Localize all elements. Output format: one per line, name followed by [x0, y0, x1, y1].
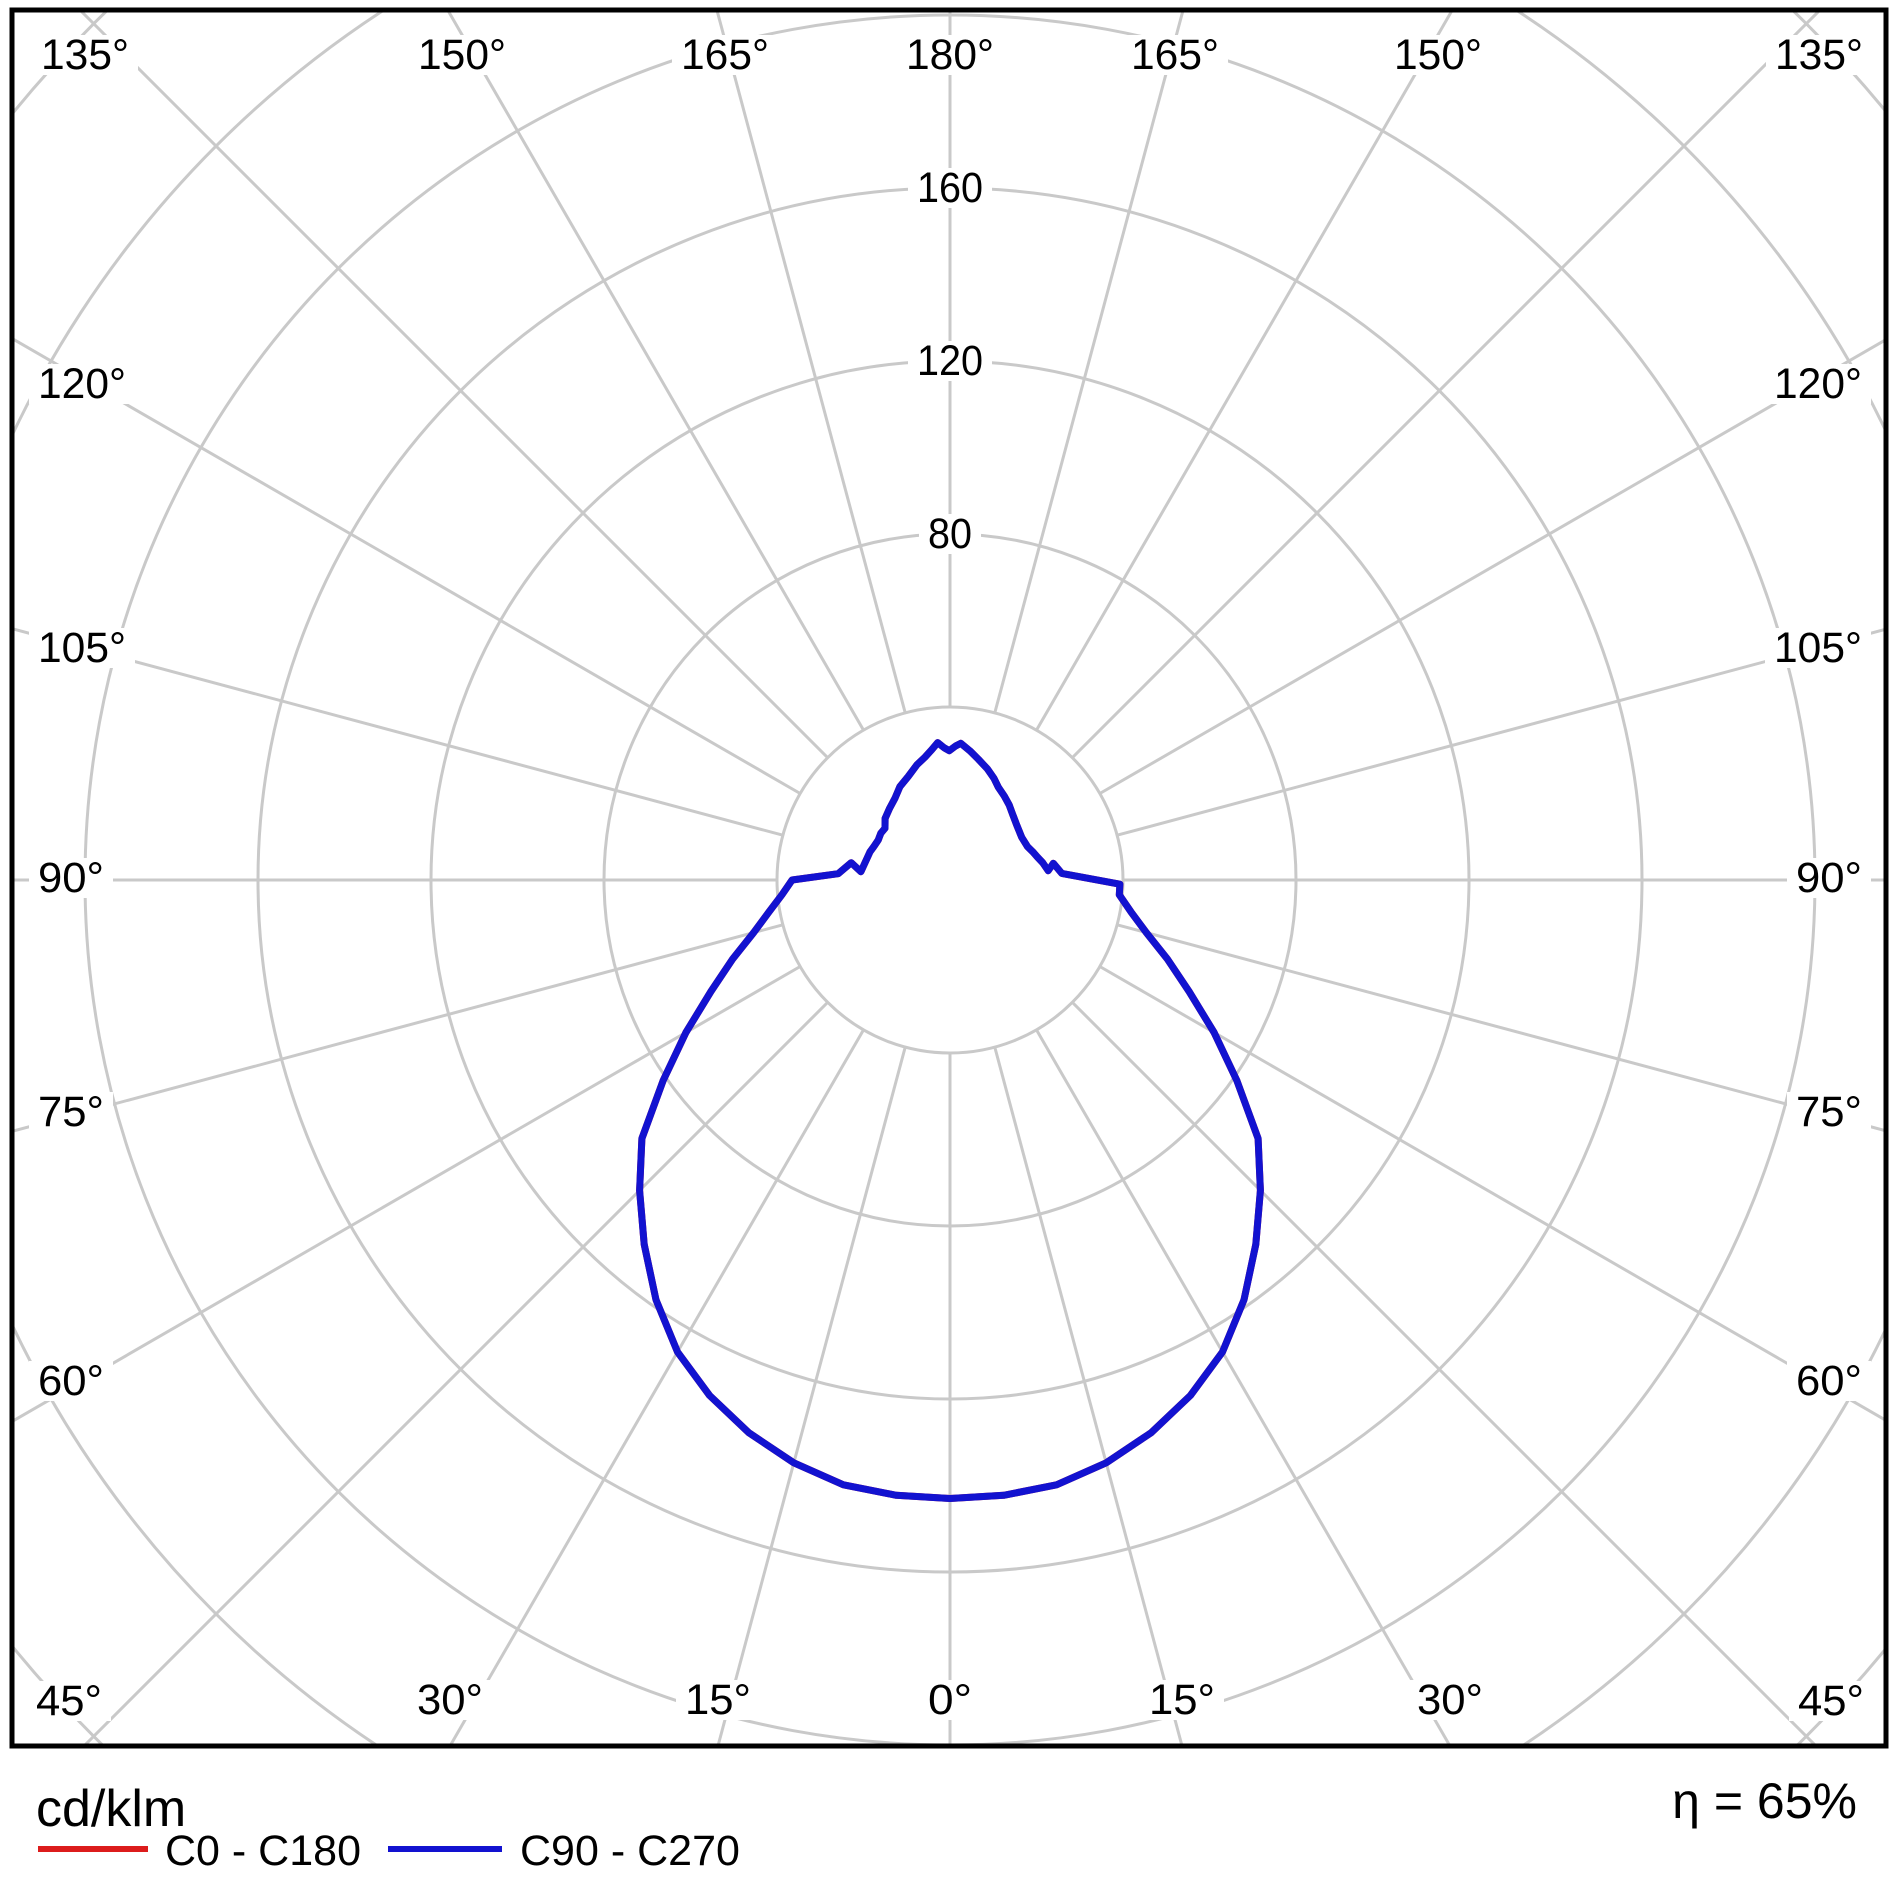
grid-spoke-300 [14, 965, 801, 1423]
ring-label-80: 80 [919, 510, 981, 558]
gamma-tick-label-150deg: 150° [1385, 31, 1491, 79]
svg-text:135°: 135° [1775, 31, 1863, 79]
gamma-tick-label-150deg: 150° [409, 31, 515, 79]
svg-text:150°: 150° [1394, 31, 1482, 79]
gamma-tick-label-75deg: 75° [29, 1088, 113, 1136]
svg-text:165°: 165° [1131, 31, 1219, 79]
grid-spoke-240 [14, 337, 801, 795]
gamma-tick-label-90deg: 90° [1787, 854, 1871, 902]
ring-label-120: 120 [908, 337, 992, 385]
svg-text:30°: 30° [1417, 1676, 1483, 1724]
svg-text:75°: 75° [1796, 1088, 1862, 1136]
gamma-tick-label-105deg: 105° [29, 624, 135, 672]
grid-spoke-150 [1035, 12, 1453, 731]
svg-text:135°: 135° [41, 31, 129, 79]
gamma-tick-label-165deg: 165° [672, 31, 778, 79]
svg-text:0°: 0° [928, 1676, 972, 1724]
svg-text:120°: 120° [1774, 360, 1862, 408]
svg-text:30°: 30° [417, 1676, 483, 1724]
svg-text:120°: 120° [38, 360, 126, 408]
grid-spoke-225 [79, 12, 829, 759]
svg-text:90°: 90° [1796, 854, 1862, 902]
gamma-tick-label-165deg: 165° [1122, 31, 1228, 79]
svg-text:105°: 105° [1774, 624, 1862, 672]
gamma-tick-label-180deg: 180° [897, 31, 1003, 79]
grid-spoke-135 [1071, 12, 1821, 759]
gamma-tick-label-135deg: 135° [32, 31, 138, 79]
gamma-tick-label-15deg: 15° [676, 1676, 760, 1724]
gamma-tick-label-45deg: 45° [1789, 1677, 1873, 1725]
gamma-tick-label-60deg: 60° [1787, 1357, 1871, 1405]
grid-spoke-45 [1071, 1001, 1817, 1744]
svg-text:60°: 60° [38, 1357, 104, 1405]
gamma-tick-label-120deg: 120° [29, 360, 135, 408]
grid-spoke-120 [1099, 339, 1884, 795]
gamma-tick-label-45deg: 45° [27, 1677, 111, 1725]
legend-swatch-c0-c180 [38, 1846, 148, 1852]
efficiency-label: η = 65% [1672, 1773, 1857, 1829]
grid-spoke-345 [716, 1046, 907, 1744]
svg-text:75°: 75° [38, 1088, 104, 1136]
grid-spoke-75 [1116, 923, 1884, 1132]
legend-swatch-c90-c270 [388, 1846, 502, 1852]
svg-text:180°: 180° [906, 31, 994, 79]
svg-text:90°: 90° [38, 854, 104, 902]
legend-label-c90-c270: C90 - C270 [520, 1827, 740, 1875]
gamma-tick-label-135deg: 135° [1766, 31, 1872, 79]
gamma-tick-label-30deg: 30° [408, 1676, 492, 1724]
grid-spoke-30 [1035, 1029, 1451, 1744]
svg-text:45°: 45° [1798, 1677, 1864, 1725]
gamma-tick-label-0deg: 0° [919, 1676, 981, 1724]
grid-spoke-285 [14, 923, 784, 1133]
svg-text:80: 80 [928, 510, 972, 558]
grid-spoke-255 [14, 627, 784, 837]
grid-ring-40 [775, 705, 1125, 1055]
grid-spoke-330 [449, 1029, 865, 1744]
gamma-tick-label-75deg: 75° [1787, 1088, 1871, 1136]
svg-text:45°: 45° [36, 1677, 102, 1725]
gamma-tick-label-15deg: 15° [1140, 1676, 1224, 1724]
gamma-tick-label-90deg: 90° [29, 854, 113, 902]
plot-frame [9, 7, 1889, 1749]
grid-spoke-165 [993, 12, 1185, 714]
svg-text:15°: 15° [685, 1676, 751, 1724]
svg-text:120: 120 [917, 337, 983, 385]
legend-label-c0-c180: C0 - C180 [165, 1827, 361, 1875]
gamma-tick-label-30deg: 30° [1408, 1676, 1492, 1724]
svg-text:165°: 165° [681, 31, 769, 79]
svg-text:160: 160 [917, 164, 983, 212]
gamma-tick-label-60deg: 60° [29, 1357, 113, 1405]
grid-spoke-315 [83, 1001, 829, 1744]
grid-spoke-15 [993, 1046, 1184, 1744]
gamma-tick-label-105deg: 105° [1765, 624, 1871, 672]
svg-text:150°: 150° [418, 31, 506, 79]
units-label: cd/klm [36, 1780, 187, 1838]
svg-text:60°: 60° [1796, 1357, 1862, 1405]
series-curve-c90-c270 [636, 739, 1264, 1502]
grid-spoke-60 [1099, 965, 1884, 1421]
grid-spoke-210 [447, 12, 865, 731]
gamma-tick-label-120deg: 120° [1765, 360, 1871, 408]
grid-spoke-105 [1116, 628, 1884, 837]
grid-spoke-195 [715, 12, 907, 714]
ring-label-160: 160 [908, 164, 992, 212]
svg-text:105°: 105° [38, 624, 126, 672]
svg-text:15°: 15° [1149, 1676, 1215, 1724]
